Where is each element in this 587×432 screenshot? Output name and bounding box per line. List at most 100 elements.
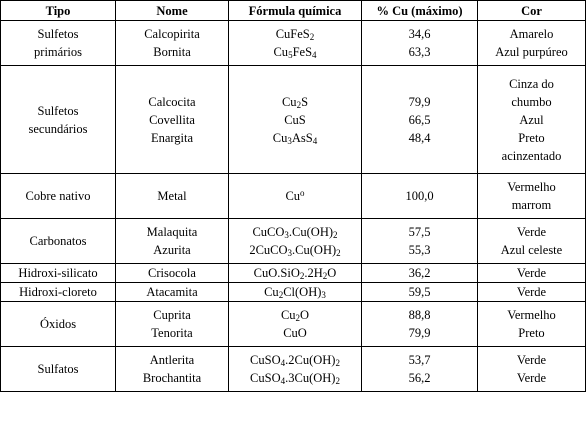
- cu-percent-cell: 53,7 56,2: [361, 346, 478, 392]
- nome-cell: Atacamita: [115, 282, 229, 302]
- chemical-formula: CuSO4.3Cu(OH)2: [232, 369, 358, 387]
- cor-cell: Verde: [477, 282, 586, 302]
- formula-part: CuSO: [250, 353, 281, 367]
- formula-part: O: [327, 266, 337, 280]
- cor-cell: Cinza do chumbo Azul Preto acinzentado: [477, 65, 586, 174]
- cu-percent-value: 63,3: [408, 45, 431, 59]
- formula-cell: CuSO4.2Cu(OH)2 CuSO4.3Cu(OH)2: [228, 346, 362, 392]
- cu-percent-value: 79,9: [408, 94, 431, 109]
- table-row: Sulfetos primários Calcopirita Bornita CuFeS…: [0, 20, 586, 66]
- tipo-cell: Carbonatos: [0, 218, 116, 264]
- color-text: Verde: [516, 225, 547, 239]
- cu-percent-value: 66,5: [408, 112, 431, 127]
- table-row: Carbonatos Malaquita Azurita CuCO3.Cu(OH)2 2…: [0, 218, 586, 264]
- formula-part: Cu: [280, 308, 296, 322]
- chemical-formula: CuO.SiO2.2H2O: [232, 264, 358, 282]
- tipo-text: Sulfetos: [37, 103, 79, 118]
- cor-cell: Verde: [477, 263, 586, 283]
- color-text: Amarelo: [509, 27, 554, 41]
- formula-cell: CuO.SiO2.2H2O: [228, 263, 362, 283]
- formula-part: CuSO: [250, 371, 281, 385]
- cu-percent-value: 56,2: [408, 371, 431, 385]
- copper-minerals-table: Tipo Nome Fórmula química % Cu (máximo) …: [0, 0, 586, 392]
- cu-percent-cell: 36,2: [361, 263, 478, 283]
- formula-cell: CuCO3.Cu(OH)2 2CuCO3.Cu(OH)2: [228, 218, 362, 264]
- cu-percent-cell: 34,6 63,3: [361, 20, 478, 66]
- color-text: Verde: [516, 285, 547, 299]
- formula-part: FeS: [292, 45, 313, 59]
- formula-part: O: [300, 308, 310, 322]
- formula-part: Cu: [272, 130, 288, 145]
- formula-part: S: [301, 94, 309, 109]
- formula-part: .Cu(OH): [288, 225, 334, 239]
- chemical-formula: Cu2O: [232, 306, 358, 324]
- chemical-formula: CuCO3.Cu(OH)2: [232, 223, 358, 241]
- cu-percent-value: 48,4: [408, 130, 431, 145]
- formula-part: 4: [312, 50, 317, 60]
- chemical-formula: Cu3AsS4: [232, 129, 358, 147]
- formula-part: 2: [336, 248, 341, 258]
- nome-cell: Calcocita Covellita Enargita: [115, 65, 229, 174]
- color-text: Azul: [519, 112, 544, 127]
- formula-part: Cu: [273, 45, 289, 59]
- mineral-name: Tenorita: [151, 326, 193, 340]
- cor-cell: Verde Verde: [477, 346, 586, 392]
- nome-cell: Malaquita Azurita: [115, 218, 229, 264]
- chemical-formula: CuSO4.2Cu(OH)2: [232, 351, 358, 369]
- mineral-name: Cuprita: [153, 308, 191, 322]
- mineral-name: Bornita: [153, 45, 191, 59]
- formula-cell: Cu2S Cu S Cu3AsS4: [228, 65, 362, 174]
- tipo-text: Sulfetos: [37, 27, 79, 41]
- table-row: Óxidos Cuprita Tenorita Cu2O CuO 88,8 79,9 Verm…: [0, 301, 586, 347]
- formula-part: 4: [280, 358, 286, 368]
- formula-part: 2: [309, 32, 315, 42]
- formula-part: AsS: [291, 130, 313, 145]
- cu-percent-cell: 88,8 79,9: [361, 301, 478, 347]
- chemical-formula: Cu2S: [232, 93, 358, 111]
- formula-part: 3: [287, 135, 292, 146]
- mineral-name: Atacamita: [146, 285, 198, 299]
- color-text: Vermelho: [507, 180, 556, 194]
- tipo-cell: Hidroxi-silicato: [0, 263, 116, 283]
- formula-part: o: [300, 188, 305, 198]
- formula-part: Cu: [264, 285, 279, 299]
- color-text: Verde: [516, 353, 547, 367]
- formula-cell: Cu2O CuO: [228, 301, 362, 347]
- formula-part: 5: [288, 50, 293, 60]
- cu-percent-cell: 79,9 66,5 48,4: [361, 65, 478, 174]
- cu-percent-cell: 57,5 55,3: [361, 218, 478, 264]
- tipo-text: Hidroxi-silicato: [18, 266, 98, 280]
- formula-cell: Cu2Cl(OH)3: [228, 282, 362, 302]
- chemical-formula: Cuo: [232, 187, 358, 205]
- formula-part: .3Cu(OH): [285, 371, 336, 385]
- tipo-cell: Sulfatos: [0, 346, 116, 392]
- nome-cell: Crisocola: [115, 263, 229, 283]
- formula-part: 2: [322, 271, 328, 281]
- formula-part: .2Cu(OH): [285, 353, 336, 367]
- cor-cell: Verde Azul celeste: [477, 218, 586, 264]
- tipo-cell: Sulfetos primários: [0, 20, 116, 66]
- cu-percent-value: 79,9: [408, 326, 431, 340]
- cu-percent-value: 55,3: [408, 243, 431, 257]
- tipo-cell: Óxidos: [0, 301, 116, 347]
- formula-part: CuO: [283, 326, 307, 340]
- header-formula: Fórmula química: [228, 0, 362, 21]
- chemical-formula: 2CuCO3.Cu(OH)2: [232, 241, 358, 259]
- color-text: acinzentado: [501, 148, 562, 163]
- mineral-name: Brochantita: [142, 371, 202, 385]
- cu-percent-value: 100,0: [405, 189, 434, 203]
- tipo-text: secundários: [28, 121, 88, 136]
- tipo-text: Sulfatos: [37, 362, 79, 376]
- formula-part: 2: [335, 358, 340, 368]
- tipo-cell: Cobre nativo: [0, 173, 116, 219]
- nome-cell: Cuprita Tenorita: [115, 301, 229, 347]
- formula-part: 4: [312, 135, 318, 146]
- mineral-name: Crisocola: [148, 266, 196, 280]
- formula-part: 3: [287, 248, 293, 258]
- cu-percent-cell: 100,0: [361, 173, 478, 219]
- tipo-text: primários: [34, 45, 82, 59]
- formula-part: .2H: [304, 266, 323, 280]
- table-row: Sulfetos secundários Calcocita Covellita Ena…: [0, 65, 586, 174]
- mineral-name: Azurita: [153, 243, 191, 257]
- chemical-formula: CuFeS2: [232, 25, 358, 43]
